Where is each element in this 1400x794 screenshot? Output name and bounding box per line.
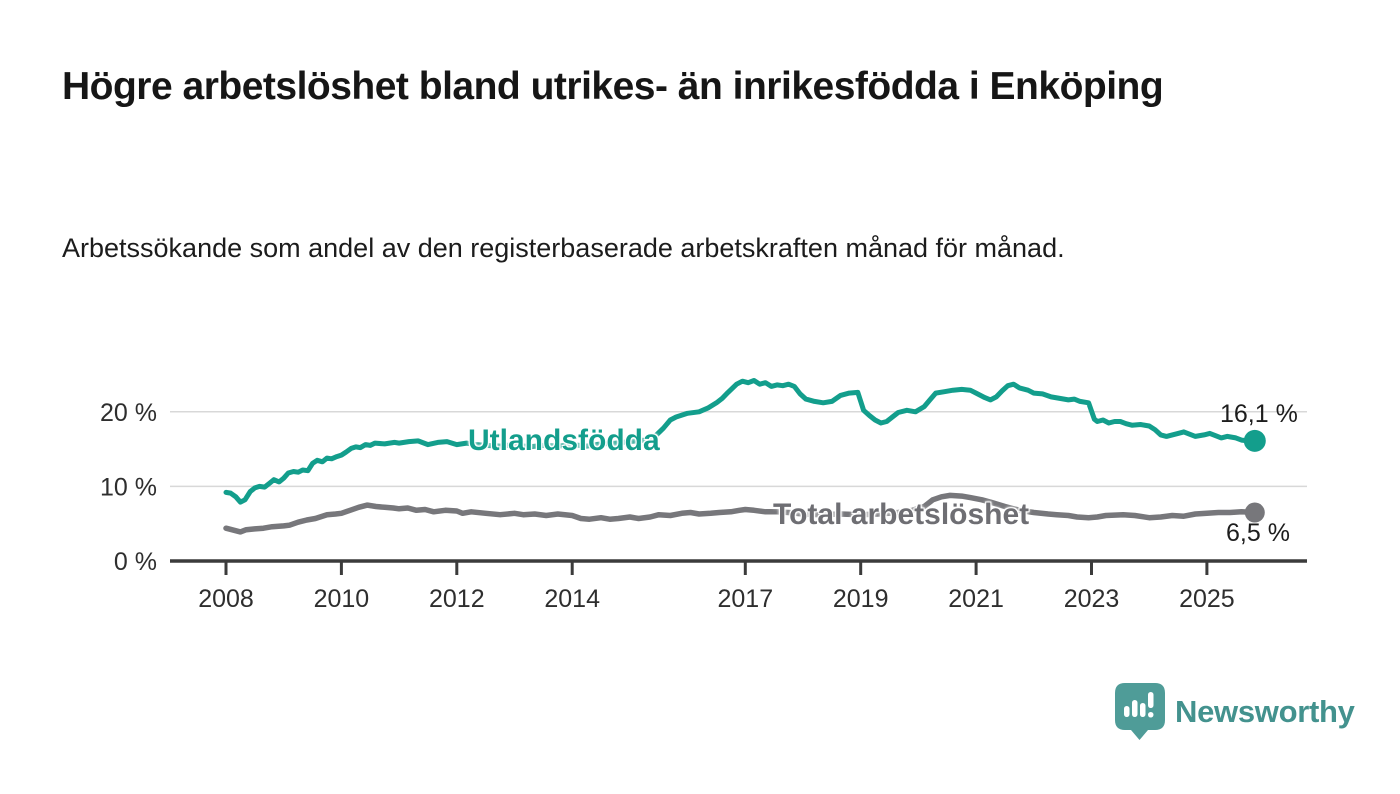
x-axis-tick-label: 2017 bbox=[717, 585, 773, 613]
x-axis-tick-label: 2010 bbox=[314, 585, 370, 613]
x-axis-tick-label: 2021 bbox=[948, 585, 1004, 613]
series-end-dot bbox=[1244, 502, 1265, 523]
newsworthy-logo-text: Newsworthy bbox=[1175, 693, 1355, 729]
y-axis-tick-label: 20 % bbox=[100, 399, 157, 427]
end-value-label-utlandsfodda: 16,1 % bbox=[1220, 400, 1298, 428]
series-line-total-arbetsloshet bbox=[223, 492, 1258, 535]
series-line-utlandsfodda bbox=[223, 378, 1258, 505]
newsworthy-logo: Newsworthy bbox=[1115, 683, 1355, 740]
series-label-utlandsfodda: Utlandsfödda bbox=[468, 424, 660, 457]
series-label-total-arbetsloshet: Total arbetslöshet bbox=[773, 498, 1030, 531]
series-end-dot bbox=[1243, 429, 1266, 452]
page-subtitle: Arbetssökande som andel av den registerb… bbox=[62, 233, 1065, 263]
speech-bubble-bar-chart-icon bbox=[1115, 683, 1165, 740]
x-axis-tick-label: 2023 bbox=[1064, 585, 1120, 613]
y-axis-tick-label: 10 % bbox=[100, 473, 157, 501]
x-axis-tick-label: 2012 bbox=[429, 585, 485, 613]
page-title: Högre arbetslöshet bland utrikes- än inr… bbox=[62, 65, 1164, 108]
end-value-label-total-arbetsloshet: 6,5 % bbox=[1226, 519, 1290, 547]
line-chart: 0 % 10 % 20 % 2008 2010 2012 2014 2017 2019 2021 2… bbox=[100, 378, 1307, 613]
x-axis-tick-label: 2025 bbox=[1179, 585, 1235, 613]
x-axis-tick-label: 2014 bbox=[544, 585, 600, 613]
x-axis-tick-label: 2019 bbox=[833, 585, 889, 613]
x-axis-tick-label: 2008 bbox=[198, 585, 254, 613]
y-axis-tick-label: 0 % bbox=[114, 548, 157, 576]
